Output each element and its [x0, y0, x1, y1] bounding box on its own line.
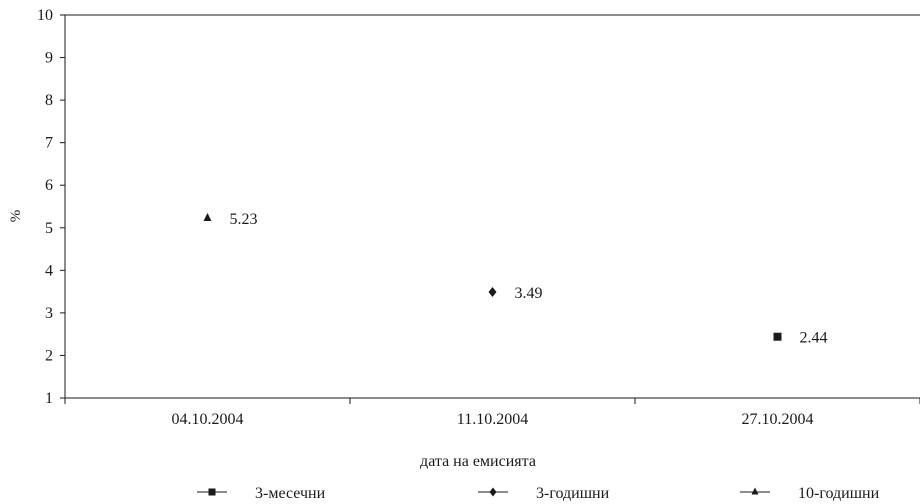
y-tick-label: 5 [45, 220, 53, 237]
y-axis-label: % [8, 210, 24, 223]
data-point [773, 332, 782, 341]
y-tick-label: 8 [45, 92, 53, 109]
legend-label: 3-месечни [255, 485, 326, 502]
x-axis-ticks: 04.10.2004 11.10.2004 27.10.2004 [64, 398, 920, 428]
x-tick-label: 11.10.2004 [457, 411, 528, 428]
y-tick-label: 7 [45, 135, 53, 152]
y-tick-label: 9 [45, 50, 53, 67]
data-label: 3.49 [515, 285, 543, 302]
y-tick-label: 4 [45, 262, 53, 279]
y-tick-label: 1 [45, 390, 53, 407]
x-axis-label: дата на емисията [420, 453, 536, 470]
y-tick-label: 3 [45, 305, 53, 322]
legend-marker [489, 487, 497, 497]
legend-label: 3-годишни [536, 485, 610, 502]
y-tick-label: 10 [37, 7, 53, 24]
y-axis-ticks: 1 2 3 4 5 6 7 8 9 10 [37, 7, 65, 407]
data-label: 5.23 [230, 211, 258, 228]
legend-label: 10-годишни [798, 485, 880, 502]
x-tick-label: 04.10.2004 [172, 411, 244, 428]
data-points: 2.44 3.49 5.23 [203, 211, 828, 347]
y-tick-label: 2 [45, 347, 53, 364]
legend: 3-месечни 3-годишни 10-годишни [197, 485, 880, 502]
legend-marker [208, 488, 216, 496]
y-tick-label: 6 [45, 177, 53, 194]
data-point [203, 212, 212, 221]
legend-marker [751, 487, 759, 495]
data-label: 2.44 [800, 330, 828, 347]
data-point [488, 287, 497, 298]
x-tick-label: 27.10.2004 [742, 411, 814, 428]
plot-area: 1 2 3 4 5 6 7 8 9 10 04.10.2004 11.10.2004 27.10.20… [37, 7, 920, 428]
